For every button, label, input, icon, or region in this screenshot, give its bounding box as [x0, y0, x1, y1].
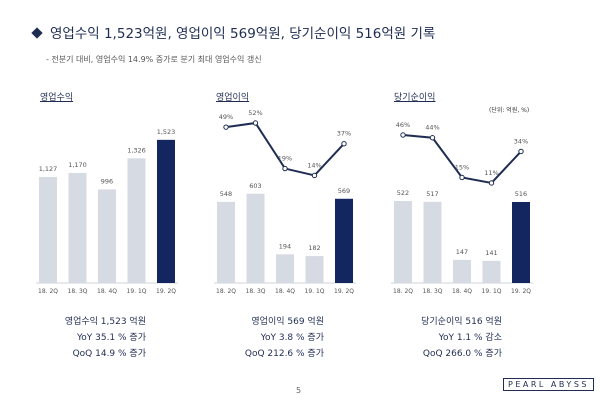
bar — [157, 139, 175, 283]
line-value-label: 49% — [219, 113, 233, 121]
line-point — [252, 120, 259, 126]
chart-title-net-income: 당기순이익 — [394, 93, 436, 103]
summary-operating-profit: 영업이익 569 억원 YoY 3.8 % 증가 QoQ 212.6 % 증가 — [164, 314, 324, 362]
line-point — [518, 148, 524, 155]
x-tick-label: 18. 2Q — [38, 288, 58, 295]
page-title: 영업수익 1,523억원, 영업이익 569억원, 당기순이익 516억원 기록 — [31, 22, 436, 42]
x-tick-label: 18. 2Q — [393, 288, 413, 295]
bar-value-label: 548 — [220, 190, 232, 198]
line-point — [459, 174, 465, 181]
bar — [335, 198, 353, 283]
x-tick-label: 19. 1Q — [305, 288, 325, 295]
bar — [394, 201, 412, 283]
bar-value-label: 182 — [308, 244, 320, 252]
title-text: 영업수익 1,523억원, 영업이익 569억원, 당기순이익 516억원 기록 — [50, 26, 436, 42]
bar-value-label: 194 — [279, 242, 291, 250]
bar — [127, 158, 146, 283]
bar — [68, 173, 87, 283]
summary-line: 영업이익 569 억원 — [251, 317, 324, 327]
bar — [276, 254, 294, 283]
x-tick-label: 18. 3Q — [68, 288, 88, 295]
line-value-label: 19% — [278, 155, 292, 163]
bar-value-label: 569 — [338, 187, 350, 195]
summary-line: YoY 1.1 % 감소 — [438, 333, 502, 343]
subtitle: - 전분기 대비, 영업수익 14.9% 증가로 분기 최대 영업수익 갱신 — [46, 55, 262, 64]
line-value-label: 37% — [337, 130, 351, 138]
x-tick-label: 18. 3Q — [246, 288, 266, 295]
bar — [39, 177, 57, 283]
x-tick-label: 19. 1Q — [482, 288, 502, 295]
page-number: 5 — [296, 386, 302, 395]
line-point — [223, 124, 229, 130]
line-value-label: 44% — [425, 124, 439, 132]
x-tick-label: 18. 2Q — [216, 288, 236, 295]
line-value-label: 11% — [484, 169, 498, 177]
summary-net-income: 당기순이익 516 억원 YoY 1.1 % 감소 QoQ 266.0 % 증가 — [342, 314, 502, 362]
bar — [217, 201, 235, 283]
x-tick-label: 19. 2Q — [156, 288, 176, 295]
bar-value-label: 147 — [456, 248, 468, 256]
x-tick-label: 19. 2Q — [334, 288, 354, 295]
x-tick-label: 19. 1Q — [127, 288, 147, 295]
summary-line: 영업수익 1,523 억원 — [64, 317, 146, 327]
bar-value-label: 996 — [101, 177, 113, 185]
summary-line: 당기순이익 516 억원 — [421, 317, 502, 327]
x-tick-label: 19. 2Q — [511, 288, 531, 295]
line-point — [282, 165, 288, 172]
line-point — [341, 141, 347, 147]
bar-value-label: 141 — [485, 249, 497, 257]
bar — [453, 259, 471, 283]
line-value-label: 15% — [455, 163, 469, 171]
line-point — [311, 172, 318, 179]
bar-value-label: 517 — [426, 190, 438, 198]
bar-value-label: 1,523 — [157, 128, 176, 136]
bar — [305, 256, 324, 283]
bar-value-label: 603 — [249, 182, 261, 190]
line-value-label: 14% — [307, 161, 321, 169]
summary-line: QoQ 266.0 % 증가 — [422, 349, 502, 359]
line-value-label: 34% — [514, 137, 528, 145]
line-point — [429, 135, 436, 141]
x-tick-label: 18. 3Q — [423, 288, 443, 295]
bar-value-label: 1,326 — [127, 146, 146, 154]
bar — [98, 189, 116, 283]
summary-line: QoQ 14.9 % 증가 — [72, 349, 146, 359]
bar — [482, 260, 501, 283]
line-point — [400, 132, 406, 138]
summary-revenue: 영업수익 1,523 억원 YoY 35.1 % 증가 QoQ 14.9 % 증… — [0, 314, 146, 362]
line-value-label: 46% — [396, 121, 410, 129]
bar-value-label: 522 — [397, 189, 409, 197]
bar-value-label: 1,127 — [39, 165, 58, 173]
pearl-abyss-logo: PEARL ABYSS — [503, 378, 594, 391]
line-point — [488, 180, 495, 186]
chart-title-revenue: 영업수익 — [40, 93, 74, 103]
bar — [423, 201, 442, 283]
x-tick-label: 18. 4Q — [275, 288, 295, 295]
bar — [246, 193, 265, 283]
summary-line: QoQ 212.6 % 증가 — [244, 349, 324, 359]
bar-value-label: 516 — [515, 190, 527, 198]
summary-line: YoY 35.1 % 증가 — [76, 333, 146, 343]
line-value-label: 52% — [248, 109, 262, 117]
summary-line: YoY 3.8 % 증가 — [260, 333, 324, 343]
chart-title-operating-profit: 영업이익 — [216, 93, 250, 103]
x-tick-label: 18. 4Q — [452, 288, 472, 295]
bar-value-label: 1,170 — [68, 161, 87, 169]
bar — [512, 201, 530, 283]
unit-label: (단위: 억원, %) — [489, 107, 530, 114]
x-tick-label: 18. 4Q — [97, 288, 117, 295]
